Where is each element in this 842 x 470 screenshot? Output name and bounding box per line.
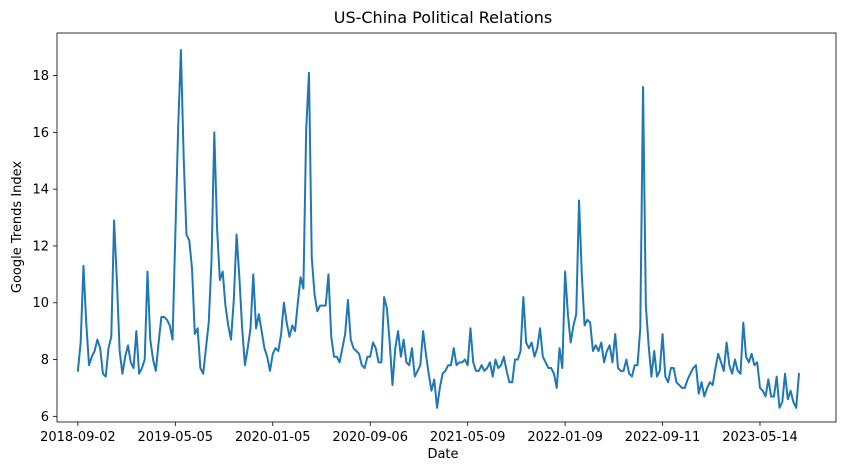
x-tick-label: 2022-09-11 [625, 430, 701, 445]
x-axis-label: Date [427, 447, 458, 462]
y-tick-label: 16 [32, 126, 49, 141]
y-axis: 6 8 10 12 14 16 18 [32, 69, 57, 425]
x-tick-label: 2020-09-06 [332, 430, 408, 445]
y-tick-label: 12 [32, 239, 49, 254]
chart-title: US-China Political Relations [334, 8, 553, 27]
y-tick-label: 8 [41, 353, 49, 368]
x-axis: 2018-09-02 2019-05-05 2020-01-05 2020-09-06… [40, 422, 798, 445]
x-tick-label: 2018-09-02 [40, 430, 116, 445]
y-tick-label: 10 [32, 296, 49, 311]
x-tick-label: 2021-05-09 [430, 430, 506, 445]
x-tick-label: 2020-01-05 [235, 430, 311, 445]
x-tick-label: 2022-01-09 [527, 430, 603, 445]
y-tick-label: 14 [32, 183, 49, 198]
y-axis-label: Google Trends Index [10, 161, 25, 294]
series-line-google-trends [76, 49, 800, 409]
plot-area [56, 32, 837, 423]
y-tick-label: 18 [32, 69, 49, 84]
x-tick-label: 2019-05-05 [138, 430, 214, 445]
y-tick-label: 6 [41, 410, 49, 425]
x-tick-label: 2023-05-14 [722, 430, 798, 445]
